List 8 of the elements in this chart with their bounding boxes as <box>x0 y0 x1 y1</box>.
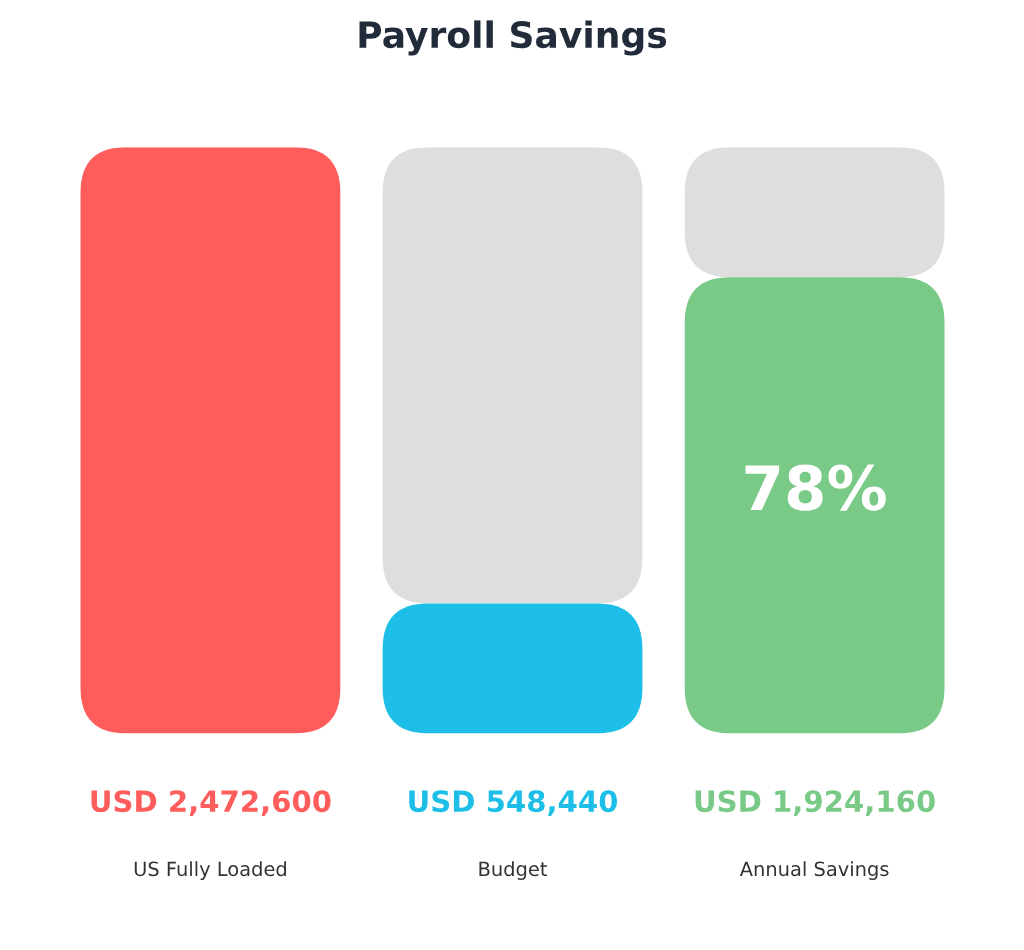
x-tick-label: US Fully Loaded <box>134 861 286 880</box>
annotation: 78% <box>745 464 886 511</box>
chart-title: Payroll Savings <box>359 20 667 56</box>
x-tick-label: Annual Savings <box>739 861 889 880</box>
data-label: USD 1,924,160 <box>695 790 935 816</box>
data-label: USD 548,440 <box>409 790 618 816</box>
data-label: USD 2,472,600 <box>91 790 331 816</box>
x-tick-label: Budget <box>479 861 548 880</box>
